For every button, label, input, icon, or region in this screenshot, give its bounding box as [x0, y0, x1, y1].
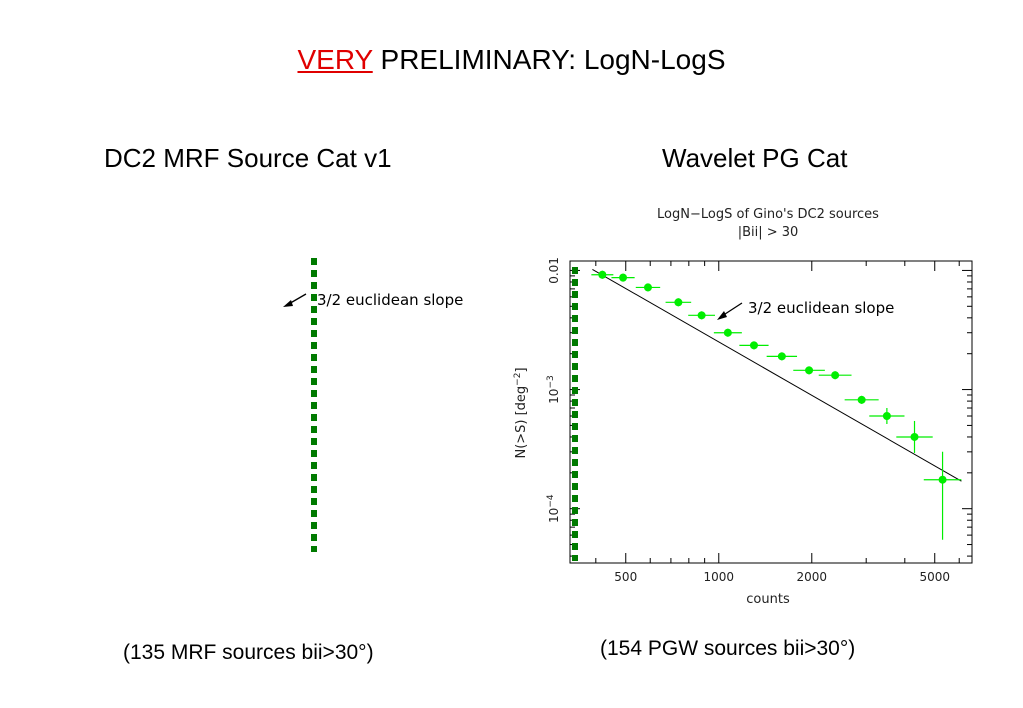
data-point [777, 352, 786, 361]
y-tick-label: 0.01 [547, 257, 561, 284]
y-tick-exp: −4 [546, 494, 556, 508]
data-point [643, 283, 652, 292]
x-tick-label: 5000 [919, 570, 950, 584]
y-tick-base: 0.01 [547, 257, 561, 284]
right-annotation-arrowhead [717, 311, 727, 320]
x-tick-label: 1000 [703, 570, 734, 584]
chart-title: LogN−LogS of Gino's DC2 sources [657, 207, 879, 222]
x-tick-label: 2000 [797, 570, 828, 584]
right-heading: Wavelet PG Cat [662, 143, 848, 173]
data-points [591, 270, 962, 540]
y-axis-label-close: ] [514, 367, 529, 372]
y-axis-label-sup: −2 [513, 373, 523, 386]
data-point [619, 273, 628, 282]
data-point [598, 270, 607, 279]
data-point [910, 432, 919, 441]
right-footnote: (154 PGW sources bii>30°) [600, 637, 856, 660]
y-tick-label: 10−3 [546, 375, 561, 404]
plot-frame [569, 260, 973, 564]
data-point [882, 411, 891, 420]
data-point [857, 395, 866, 404]
left-annotation-arrowhead [283, 300, 293, 307]
data-point [697, 311, 706, 320]
left-footnote: (135 MRF sources bii>30°) [123, 641, 374, 664]
x-tick-label: 500 [614, 570, 637, 584]
right-chart: LogN−LogS of Gino's DC2 sources |Bii| > … [513, 207, 973, 607]
y-axis-label: N(>S) [deg−2] [513, 367, 529, 458]
slide-title: VERY PRELIMINARY: LogN-LogS [0, 44, 1023, 76]
data-point [831, 371, 840, 380]
x-axis-label: counts [746, 592, 790, 607]
data-point [674, 298, 683, 307]
title-rest: PRELIMINARY: LogN-LogS [372, 44, 726, 75]
left-chart: 3/2 euclidean slope [283, 258, 463, 552]
y-axis-label-text: N(>S) [deg [514, 386, 529, 459]
y-tick-label: 10−4 [546, 494, 561, 523]
y-tick-base: 10 [547, 389, 561, 404]
data-point [938, 475, 947, 484]
title-very: VERY [297, 44, 373, 75]
right-annotation: 3/2 euclidean slope [748, 299, 894, 317]
data-point [723, 328, 732, 337]
data-point [805, 366, 814, 375]
y-tick-exp: −3 [546, 375, 556, 388]
data-point [749, 341, 758, 350]
euclidean-fit-line [592, 268, 962, 482]
left-annotation: 3/2 euclidean slope [317, 291, 463, 309]
y-tick-base: 10 [547, 508, 561, 523]
left-heading: DC2 MRF Source Cat v1 [104, 143, 392, 173]
chart-subtitle: |Bii| > 30 [738, 225, 799, 240]
